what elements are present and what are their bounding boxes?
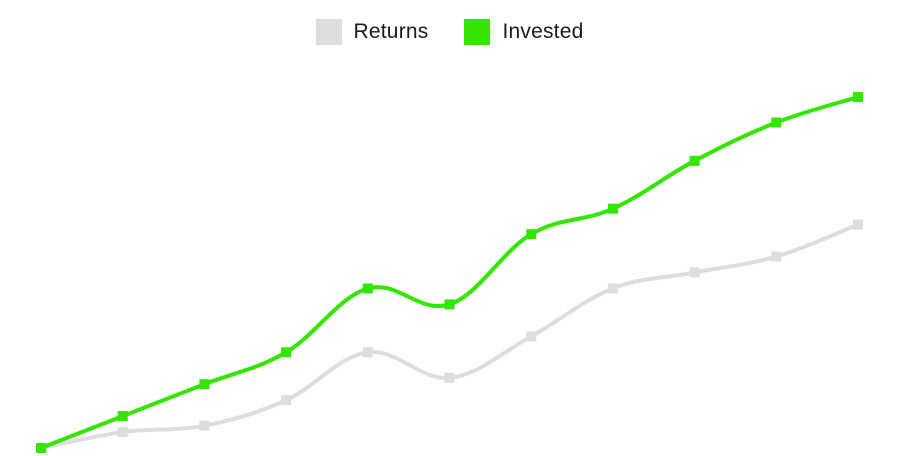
series-line-invested [39,95,860,450]
data-point-returns-5[interactable] [362,347,373,358]
data-point-invested-7[interactable] [526,229,537,240]
series-returns [36,219,863,453]
series-layer [36,92,863,453]
legend-item-invested[interactable]: Invested [464,19,583,45]
data-point-returns-4[interactable] [281,395,292,406]
data-point-returns-7[interactable] [526,331,537,342]
data-point-returns-10[interactable] [771,251,782,262]
data-point-invested-11[interactable] [853,92,863,102]
data-point-returns-8[interactable] [607,283,618,294]
legend-item-returns[interactable]: Returns [315,19,429,45]
data-point-invested-5[interactable] [362,283,373,294]
data-point-invested-2[interactable] [117,411,128,422]
legend: Returns Invested [0,19,899,45]
data-point-invested-1[interactable] [36,443,46,453]
data-point-invested-8[interactable] [607,203,618,214]
data-point-invested-6[interactable] [444,299,455,310]
series-invested [36,92,863,453]
data-point-invested-3[interactable] [199,379,210,390]
legend-swatch-invested [464,19,491,45]
legend-swatch-returns [315,19,342,45]
data-point-returns-2[interactable] [117,427,128,438]
data-point-returns-3[interactable] [199,420,210,431]
legend-label-invested: Invested [502,20,584,43]
legend-label-returns: Returns [353,20,429,43]
data-point-returns-6[interactable] [444,372,455,383]
series-line-returns [39,222,860,450]
data-point-invested-10[interactable] [771,117,782,128]
data-point-returns-11[interactable] [853,219,863,230]
data-point-invested-9[interactable] [689,155,700,166]
data-point-invested-4[interactable] [281,347,292,358]
data-point-returns-9[interactable] [689,267,700,278]
